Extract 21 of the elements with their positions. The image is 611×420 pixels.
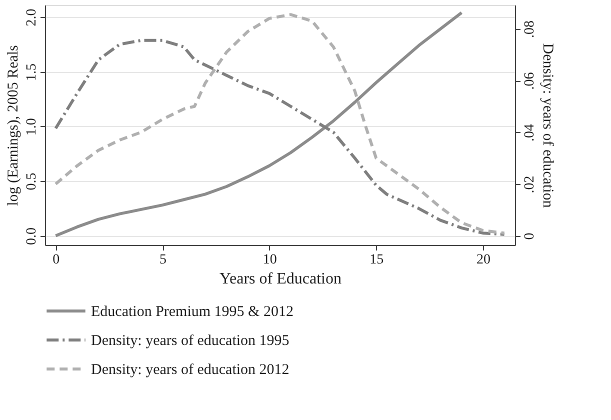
- x-tick-label: 15: [370, 252, 384, 268]
- y-tick-label: 0.0: [24, 227, 40, 245]
- x-tick-label: 20: [476, 252, 490, 268]
- x-axis-title: Years of Education: [220, 270, 342, 288]
- y2-tick-label: .04: [522, 124, 538, 142]
- y2-tick-label: .02: [522, 176, 538, 194]
- x-tick-label: 0: [52, 252, 60, 268]
- y2-axis-title: Density: years of education: [540, 43, 556, 208]
- legend-label: Education Premium 1995 & 2012: [91, 304, 294, 320]
- y-axis-title: log (Earnings), 2005 Reals: [6, 44, 22, 206]
- y-tick-label: 1.5: [24, 63, 40, 81]
- y2-tick-label: .08: [522, 20, 538, 38]
- y2-tick-label: 0: [522, 232, 538, 240]
- y-tick-label: 1.0: [24, 118, 40, 136]
- x-tick-label: 10: [262, 252, 277, 268]
- legend-label: Density: years of education 2012: [91, 362, 290, 378]
- legend-label: Density: years of education 1995: [91, 333, 290, 349]
- y-tick-label: 0.5: [24, 172, 40, 190]
- x-tick-label: 5: [160, 252, 166, 268]
- y-tick-label: 2.0: [24, 8, 40, 26]
- y2-tick-label: .06: [522, 72, 538, 90]
